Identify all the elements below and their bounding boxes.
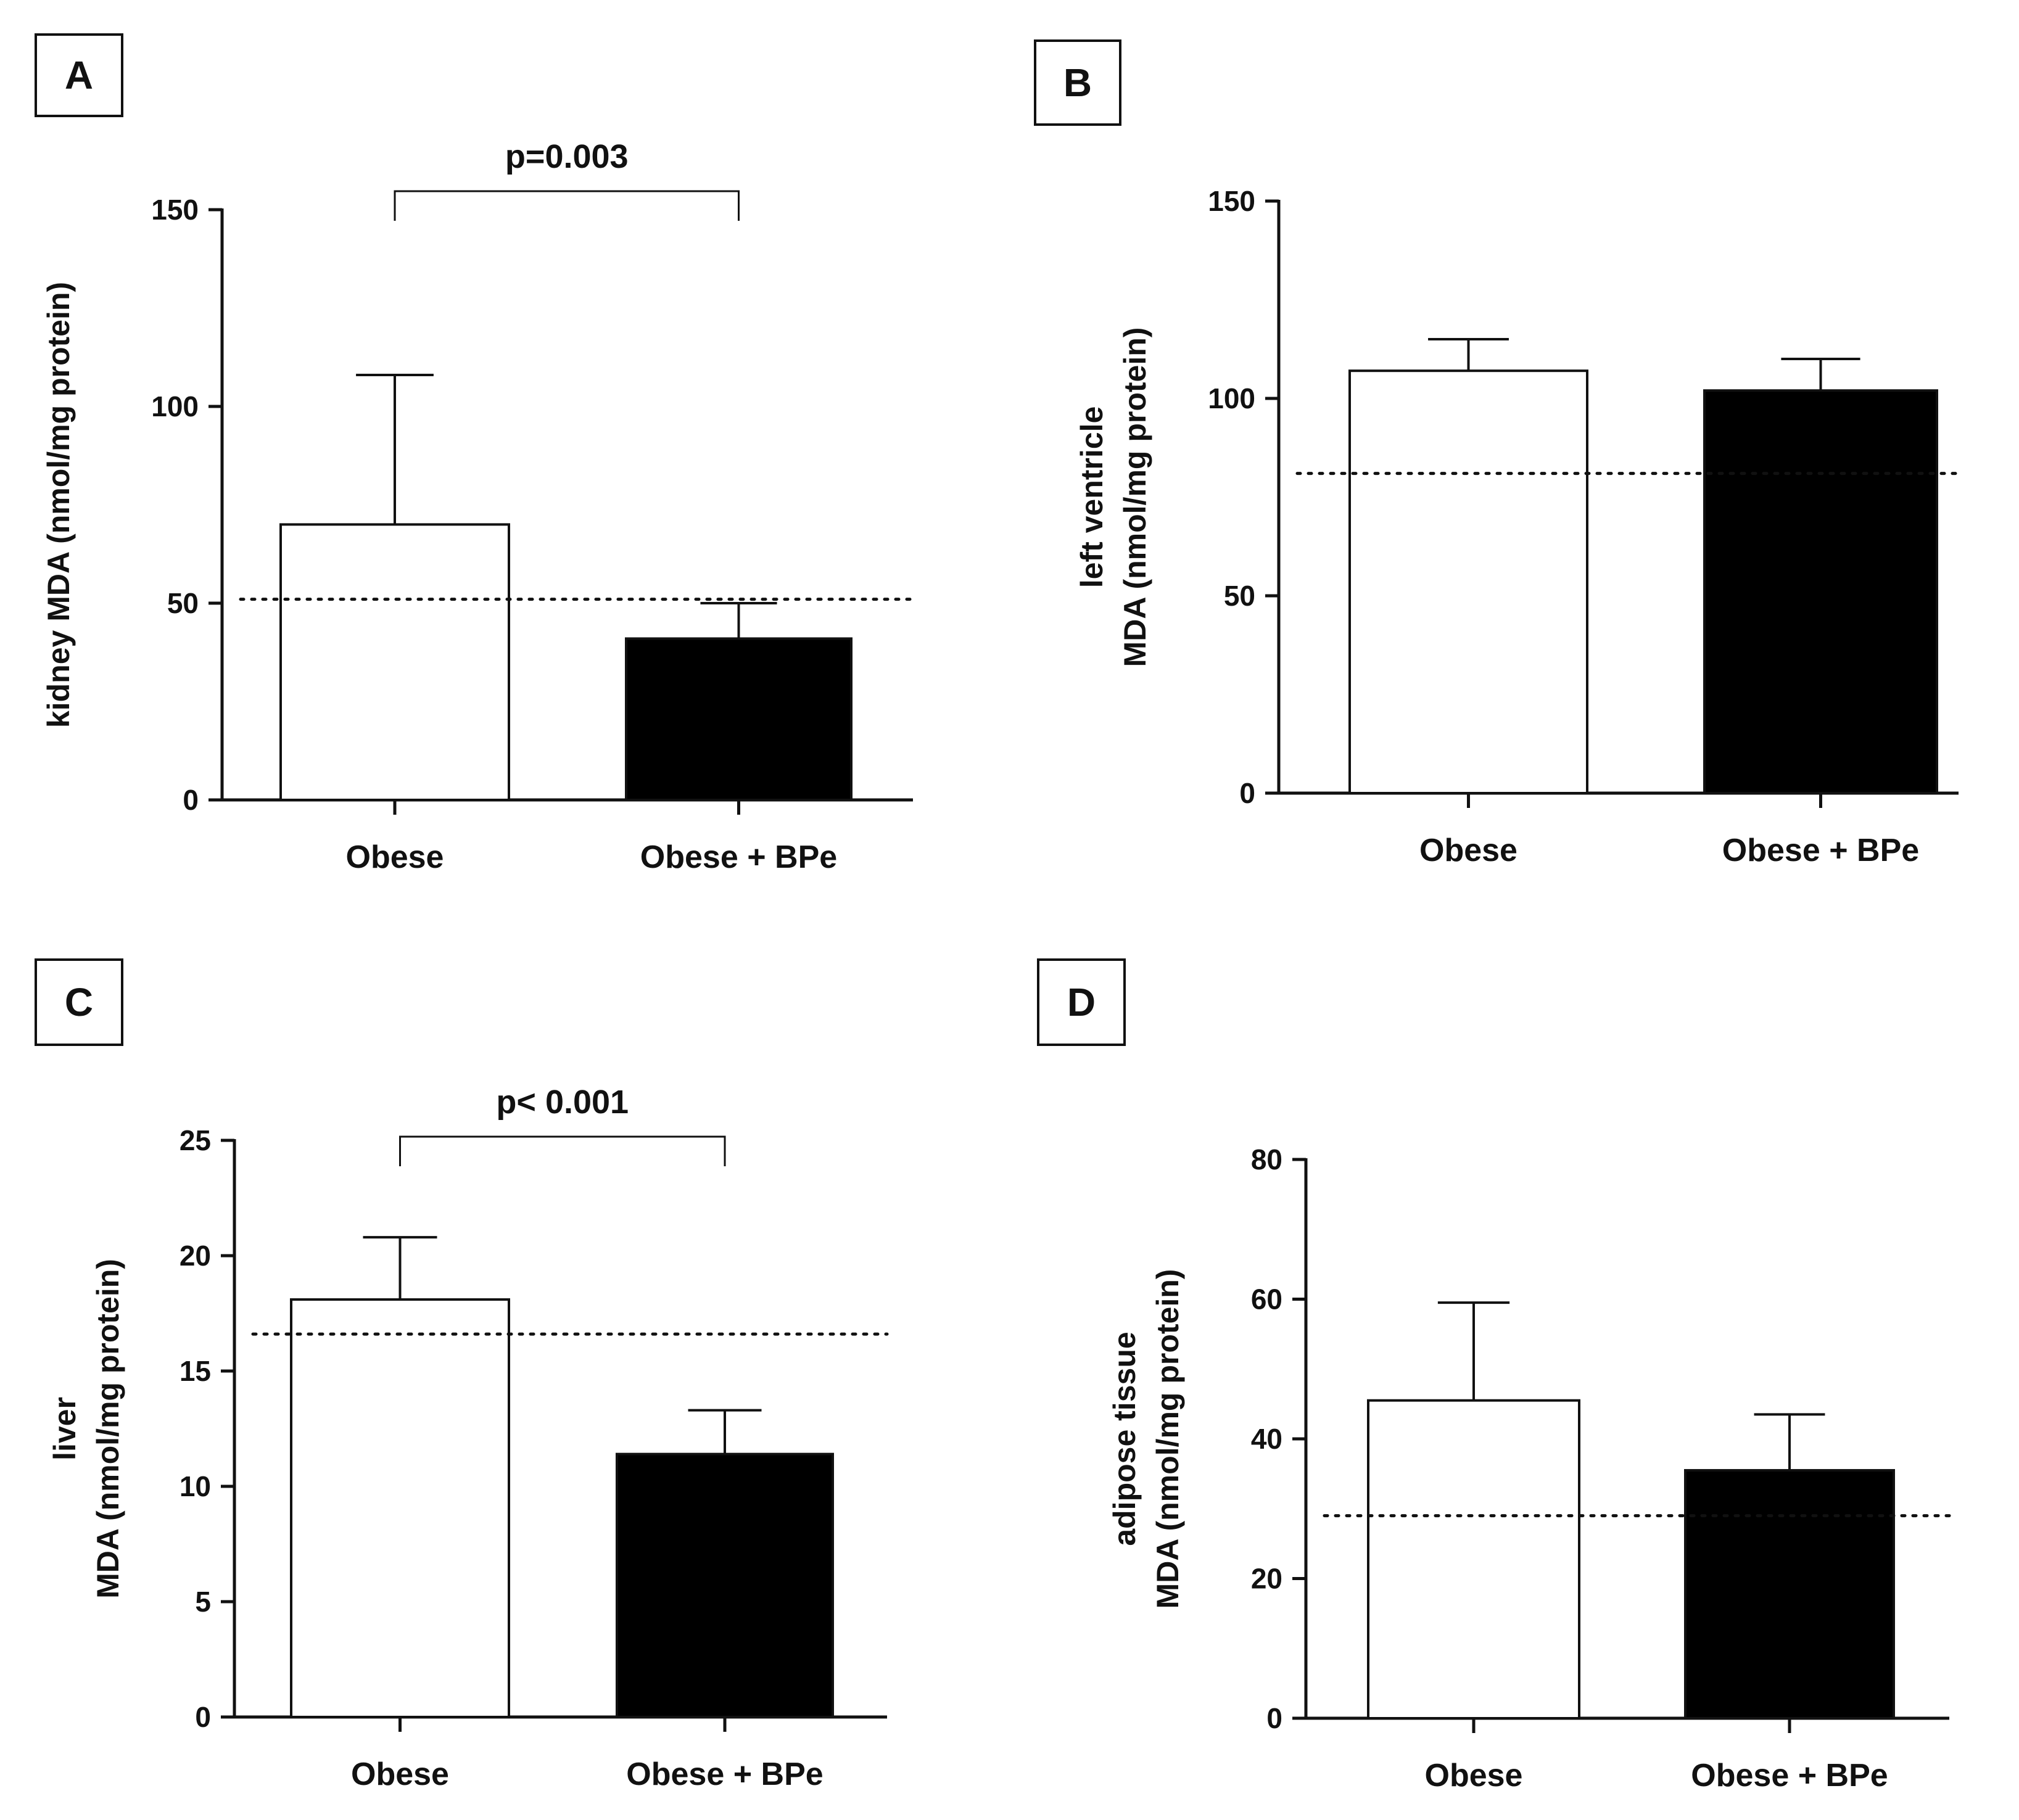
y-axis-label: kidney MDA (nmol/mg protein) (41, 282, 76, 728)
panel-a: A 0 50 100 150 kidney MDA (nmol/mg protein) Ob… (35, 33, 915, 875)
significance-label: p< 0.001 (496, 1084, 629, 1121)
bar-obese-bpe (616, 1452, 834, 1718)
panel-letter-box (1034, 39, 1121, 126)
x-category-label: Obese + BPe (640, 839, 837, 875)
y-axis-label-line: liver (47, 1397, 82, 1460)
y-tick-label: 0 (1266, 1702, 1282, 1734)
significance-bracket (399, 1135, 726, 1166)
y-axis-label-line: MDA (nmol/mg protein) (1150, 1269, 1185, 1609)
y-tick-label: 5 (195, 1586, 211, 1618)
panel-letter: D (1067, 980, 1096, 1024)
x-category-label: Obese (351, 1756, 449, 1792)
panel-d: D 0 20 40 60 80 adipose tissue MDA (nmol/mg pro… (1037, 958, 1951, 1793)
y-axis-label-line: adipose tissue (1107, 1332, 1142, 1546)
bar-obese (279, 523, 510, 802)
y-tick-label: 50 (167, 587, 199, 619)
panel-letter: C (65, 980, 93, 1024)
bar-obese (1367, 1399, 1580, 1719)
panel-letter-box (35, 33, 123, 117)
x-category-label: Obese (1425, 1758, 1523, 1793)
x-category-label: Obese + BPe (626, 1756, 823, 1792)
significance-label: p=0.003 (505, 138, 629, 175)
y-tick-label: 40 (1251, 1423, 1282, 1455)
x-category-label: Obese + BPe (1691, 1758, 1888, 1793)
y-axis-label-line: left ventricle (1075, 406, 1109, 588)
bar-obese (1348, 369, 1588, 794)
y-axis-label: liver MDA (nmol/mg protein) (47, 1259, 125, 1599)
panel-c: C 0 5 10 15 20 25 liver MDA (nmol/mg protein) Obe… (35, 958, 889, 1792)
y-tick-label: 100 (1208, 382, 1255, 414)
y-tick-label: 20 (1251, 1563, 1282, 1595)
y-tick-label: 150 (151, 194, 199, 226)
panel-letter-box (1037, 958, 1126, 1046)
y-axis-label-line: MDA (nmol/mg protein) (91, 1259, 125, 1599)
y-tick-label: 0 (183, 784, 199, 816)
y-tick-label: 50 (1224, 580, 1255, 612)
y-tick-label: 15 (180, 1355, 211, 1387)
y-tick-label: 0 (195, 1701, 211, 1733)
y-tick-label: 80 (1251, 1143, 1282, 1176)
y-tick-label: 150 (1208, 185, 1255, 217)
y-tick-label: 20 (180, 1240, 211, 1272)
panel-letter: A (65, 53, 93, 97)
y-tick-label: 0 (1239, 777, 1255, 809)
y-tick-label: 10 (180, 1470, 211, 1502)
bar-obese-bpe (625, 637, 853, 802)
bar-obese (290, 1298, 510, 1719)
y-axis-label: left ventricle MDA (nmol/mg protein) (1075, 327, 1152, 667)
x-category-label: Obese (346, 839, 444, 875)
x-category-label: Obese (1419, 833, 1517, 868)
y-tick-label: 60 (1251, 1283, 1282, 1316)
panel-b: B 0 50 100 150 left ventricle MDA (nmol/mg pro… (1034, 39, 1960, 868)
significance-bracket (394, 190, 740, 221)
y-axis-label-line: kidney MDA (nmol/mg protein) (41, 282, 76, 728)
bar-obese-bpe (1703, 389, 1938, 794)
y-axis-label-line: MDA (nmol/mg protein) (1118, 327, 1152, 667)
y-tick-label: 100 (151, 390, 199, 422)
panel-letter: B (1063, 60, 1092, 105)
bar-obese-bpe (1684, 1468, 1895, 1719)
panel-letter-box (35, 958, 123, 1046)
x-category-label: Obese + BPe (1722, 833, 1919, 868)
y-tick-label: 25 (180, 1124, 211, 1156)
y-axis-label: adipose tissue MDA (nmol/mg protein) (1107, 1269, 1185, 1609)
